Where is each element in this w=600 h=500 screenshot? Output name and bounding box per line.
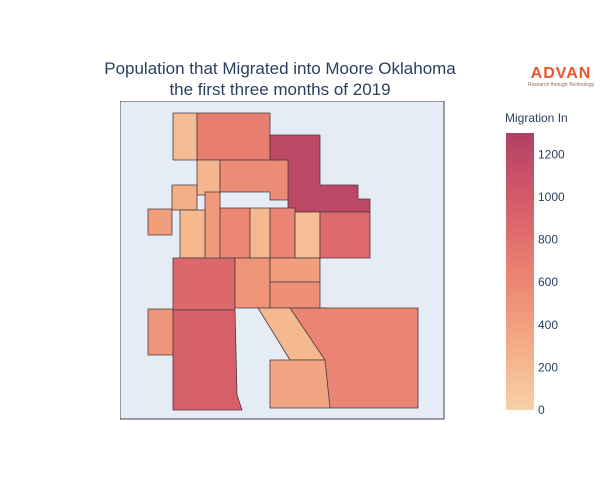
map-region-center-c[interactable] bbox=[219, 207, 251, 259]
map-region-north-c[interactable] bbox=[196, 159, 221, 196]
advan-logo: ADVAN Research through Technology bbox=[526, 66, 596, 89]
map-region-center-g[interactable] bbox=[179, 209, 206, 259]
colorbar-title: Migration In bbox=[505, 111, 568, 125]
logo-word: ADVAN bbox=[530, 65, 592, 82]
map-region-center-d[interactable] bbox=[249, 207, 271, 259]
colorbar-tick-label: 800 bbox=[538, 233, 558, 247]
map-region-center-a[interactable] bbox=[171, 184, 198, 211]
colorbar-tick-label: 200 bbox=[538, 360, 558, 374]
colorbar-tick-label: 1200 bbox=[538, 147, 565, 161]
map-region-north-a[interactable] bbox=[172, 112, 198, 161]
map-region-center-f[interactable] bbox=[294, 211, 321, 259]
colorbar-gradient bbox=[506, 133, 534, 410]
logo-tagline: Research through Technology bbox=[527, 82, 595, 88]
map-region-southwest[interactable] bbox=[147, 308, 174, 356]
map-region-west-edge[interactable] bbox=[147, 208, 173, 236]
map-region-mid-strip[interactable] bbox=[234, 257, 271, 309]
map-region-sw-upper[interactable] bbox=[172, 257, 236, 311]
colorbar: 0 200 400 600 800 1000 1200 bbox=[506, 133, 565, 417]
colorbar-tick-label: 0 bbox=[538, 403, 545, 417]
map-region-mid-south[interactable] bbox=[269, 257, 321, 283]
map-region-southeast[interactable] bbox=[289, 307, 419, 409]
map-title-line2: the first three months of 2019 bbox=[169, 80, 391, 99]
map-region-south-west-large[interactable] bbox=[172, 309, 243, 411]
map-region-se-small[interactable] bbox=[269, 281, 321, 309]
map-region-south-center[interactable] bbox=[269, 359, 331, 409]
map-region-east-mid[interactable] bbox=[319, 211, 371, 259]
map-title: Population that Migrated into Moore Okla… bbox=[40, 58, 520, 100]
colorbar-tick-label: 400 bbox=[538, 318, 558, 332]
colorbar-tick-label: 1000 bbox=[538, 190, 565, 204]
map-region-north-b[interactable] bbox=[196, 112, 271, 161]
choropleth-map[interactable] bbox=[120, 101, 445, 421]
map-region-northeast[interactable] bbox=[269, 134, 371, 213]
map-region-center-b[interactable] bbox=[204, 191, 221, 261]
map-region-center-e[interactable] bbox=[269, 207, 296, 259]
colorbar-tick-label: 600 bbox=[538, 275, 558, 289]
map-title-line1: Population that Migrated into Moore Okla… bbox=[104, 59, 456, 78]
